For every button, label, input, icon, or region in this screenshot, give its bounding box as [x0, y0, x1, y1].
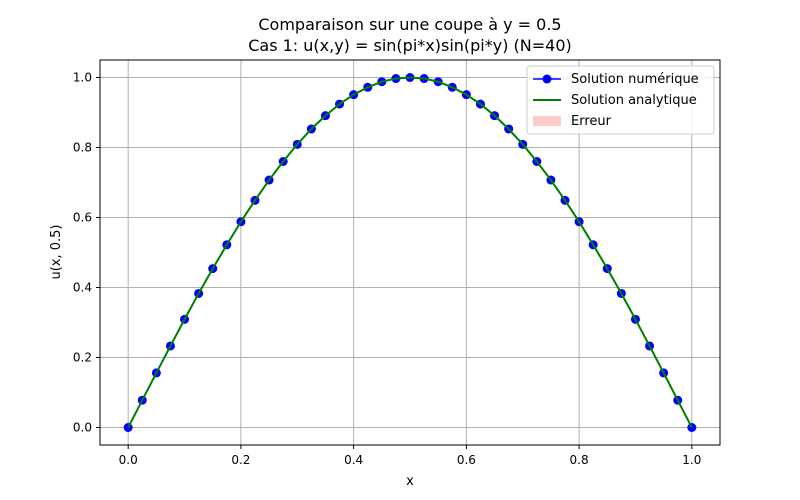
chart-title-line2: Cas 1: u(x,y) = sin(pi*x)sin(pi*y) (N=40…: [248, 36, 572, 55]
legend-label-numeric: Solution numérique: [571, 72, 699, 87]
legend-label-analytic: Solution analytique: [571, 93, 697, 108]
legend-patch-error: [533, 116, 561, 126]
grid: [100, 60, 720, 445]
legend-marker-numeric: [542, 74, 552, 84]
x-axis-label: x: [406, 474, 414, 489]
legend: Solution numérique Solution analytique E…: [526, 65, 715, 135]
y-tick-label: 0.6: [73, 211, 92, 225]
y-tick-label: 0.4: [73, 281, 92, 295]
x-tick-label: 1.0: [682, 453, 701, 467]
chart-title-line1: Comparaison sur une coupe à y = 0.5: [258, 15, 561, 34]
x-tick-label: 0.6: [457, 453, 476, 467]
y-tick-label: 0.2: [73, 351, 92, 365]
legend-label-error: Erreur: [571, 114, 612, 129]
plot-area: [123, 73, 697, 432]
y-axis-label: u(x, 0.5): [49, 224, 64, 279]
y-tick-label: 1.0: [73, 71, 92, 85]
legend-box: [526, 65, 715, 135]
series-analytic-line: [127, 76, 693, 428]
x-tick-label: 0.8: [570, 453, 589, 467]
x-tick-label: 0.2: [231, 453, 250, 467]
axis-ticks: 0.0 0.2 0.4 0.6 0.8 1.0 0.0 0.2 0.4 0.6 0.8 1.0: [73, 71, 701, 468]
x-tick-label: 0.4: [344, 453, 363, 467]
axes-frame: [99, 59, 721, 446]
y-tick-label: 0.8: [73, 141, 92, 155]
x-tick-label: 0.0: [119, 453, 138, 467]
y-tick-label: 0.0: [73, 421, 92, 435]
